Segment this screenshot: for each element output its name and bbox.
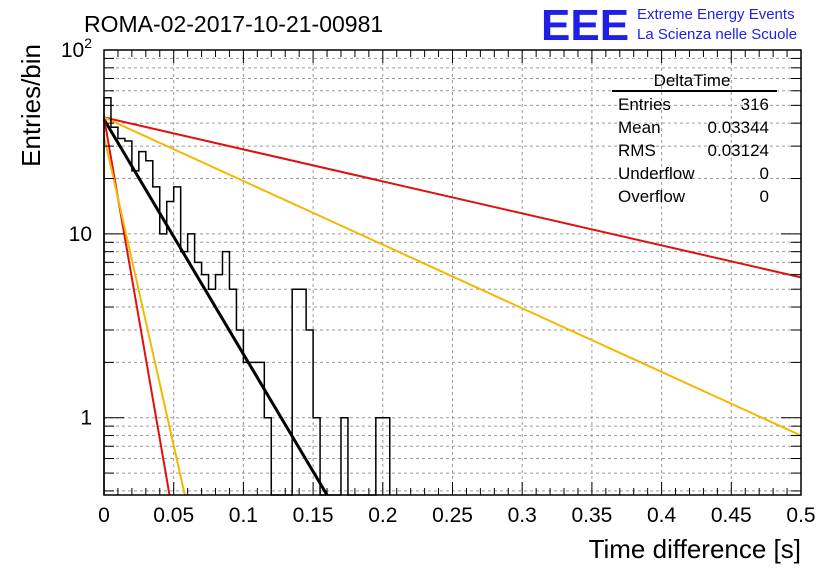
- x-tick-label: 0.4: [647, 504, 677, 527]
- stats-row-value: 0.03124: [708, 141, 769, 160]
- red-line: [103, 116, 802, 279]
- histogram-bin: [264, 418, 271, 495]
- histogram-bin: [160, 234, 167, 495]
- histogram-bin: [181, 252, 188, 495]
- x-tick-label: 0.25: [432, 504, 473, 527]
- histogram-bin: [376, 418, 383, 495]
- histogram-bin: [167, 201, 174, 495]
- histogram-bin: [292, 289, 299, 495]
- stats-row-label: Entries: [618, 95, 671, 114]
- x-tick-label: 0.1: [229, 504, 258, 527]
- y-axis-label: Entries/bin: [16, 44, 46, 167]
- stats-box: DeltaTime Entries 316 Mean 0.03344 RMS 0.0312…: [612, 71, 777, 206]
- histogram-bin: [341, 418, 348, 495]
- histogram-bin: [236, 330, 243, 495]
- logo-line-1: Extreme Energy Events: [637, 6, 795, 23]
- fit-line: [102, 118, 329, 496]
- stats-row-value: 0: [760, 187, 769, 206]
- stats-row-label: Mean: [618, 118, 661, 137]
- run-title: ROMA-02-2017-10-21-00981: [84, 11, 383, 37]
- histogram-bin: [195, 262, 202, 495]
- y-tick-label-base: 10: [69, 223, 92, 246]
- x-tick-label: 0.2: [368, 504, 397, 527]
- histogram-bin: [202, 275, 209, 495]
- logo-line-2: La Scienza nelle Scuole: [637, 26, 797, 43]
- y-tick-label: 102: [61, 35, 92, 62]
- histogram-bin: [174, 187, 181, 495]
- stats-title: DeltaTime: [654, 71, 731, 90]
- histogram-bin: [132, 171, 139, 495]
- histogram-bin: [306, 330, 313, 495]
- histogram-bin: [111, 127, 118, 495]
- stats-row-label: Overflow: [618, 187, 686, 206]
- histogram-bin: [146, 161, 153, 495]
- histogram-bin: [139, 152, 146, 495]
- x-axis-label: Time difference [s]: [589, 534, 801, 564]
- y-tick-label: 1: [80, 407, 92, 430]
- histogram-bin: [188, 234, 195, 495]
- y-tick-label-base: 1: [80, 407, 92, 430]
- stats-row-value: 316: [741, 95, 769, 114]
- x-tick-label: 0.45: [711, 504, 752, 527]
- y-tick-label-base: 10: [61, 39, 84, 62]
- x-tick-label: 0.15: [293, 504, 334, 527]
- histogram-bin: [250, 362, 257, 495]
- orange-line: [103, 135, 186, 496]
- stats-rows: Entries 316 Mean 0.03344 RMS 0.03124 Underflow…: [618, 95, 769, 206]
- stats-row-label: RMS: [618, 141, 656, 160]
- histogram-bin: [257, 362, 264, 495]
- histogram-bin: [118, 139, 125, 495]
- x-tick-label: 0.5: [786, 504, 815, 527]
- histogram-bin: [243, 362, 250, 495]
- stats-row-value: 0.03344: [708, 118, 769, 137]
- stats-row-value: 0: [760, 164, 769, 183]
- y-tick-label: 10: [69, 223, 92, 246]
- x-tick-label: 0: [98, 504, 110, 527]
- histogram-bin: [222, 252, 229, 495]
- stats-row-label: Underflow: [618, 164, 695, 183]
- histogram-bin: [153, 187, 160, 495]
- histogram-layer: [103, 96, 391, 496]
- histogram-bin: [313, 418, 320, 495]
- histogram-bin: [216, 275, 223, 495]
- histogram-bin: [383, 418, 390, 495]
- histogram-bin: [125, 141, 132, 495]
- histogram-bin: [209, 289, 216, 495]
- x-tick-label: 0.35: [571, 504, 612, 527]
- x-tick-label: 0.3: [508, 504, 537, 527]
- histogram-bin: [299, 289, 306, 495]
- y-tick-label-exponent: 2: [84, 35, 92, 51]
- x-tick-label: 0.05: [153, 504, 194, 527]
- eee-logo: EEE: [541, 1, 629, 50]
- axis-ticks-layer: 0 0.05 0.1 0.15 0.2 0.25 0.3 0.35 0.4 0.45 0.51101…: [61, 35, 816, 527]
- histogram-bin: [229, 289, 236, 495]
- function-lines-layer: [102, 116, 802, 496]
- orange-line: [103, 116, 802, 437]
